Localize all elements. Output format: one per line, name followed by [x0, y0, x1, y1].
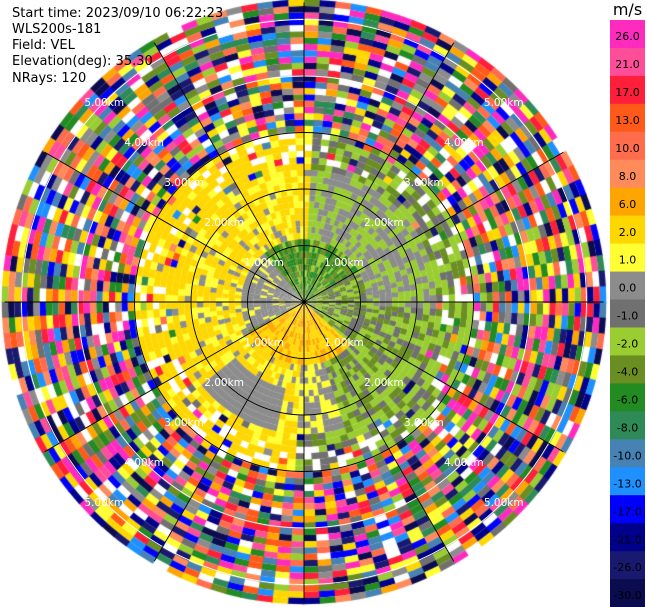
- colorbar-swatch: [610, 411, 645, 440]
- colorbar-swatch: [610, 187, 645, 217]
- ring-label: 1.00km: [324, 337, 364, 349]
- colorbar-swatch: [610, 75, 645, 105]
- ring-label: 5.00km: [84, 497, 124, 509]
- colorbar-swatch: [610, 131, 645, 161]
- colorbar-tick-label: 6.0: [619, 198, 637, 211]
- colorbar-tick-label: 21.0: [615, 58, 640, 71]
- colorbar-tick-label: -21.0: [613, 533, 641, 546]
- ring-label: 2.00km: [204, 377, 244, 389]
- colorbar-swatch: [610, 327, 645, 356]
- colorbar-swatch: [610, 523, 645, 552]
- azimuth-spoke-150: [44, 151, 564, 453]
- colorbar-swatch: [610, 551, 645, 580]
- ring-label: 3.00km: [404, 177, 444, 189]
- ring-label: 2.00km: [364, 377, 404, 389]
- colorbar-swatch: [610, 159, 645, 189]
- ring-label: 3.00km: [164, 177, 204, 189]
- colorbar-swatch: [610, 439, 645, 468]
- colorbar-swatch: [610, 103, 645, 133]
- colorbar-swatch: [610, 355, 645, 384]
- colorbar: 26.0 21.0 17.0 13.0 10.0 8.0 6.0 2.0 1.0 0.0 -1.0 -…: [610, 20, 645, 607]
- ring-label: 1.00km: [324, 257, 364, 269]
- ring-label: 3.00km: [164, 417, 204, 429]
- colorbar-swatch: [610, 215, 645, 245]
- colorbar-tick-label: 1.0: [619, 254, 637, 267]
- ring-label: 2.00km: [364, 217, 404, 229]
- colorbar-swatch: [610, 383, 645, 412]
- colorbar-tick-label: 13.0: [615, 114, 640, 127]
- ring-label: 1.00km: [244, 337, 284, 349]
- colorbar-swatch: [610, 467, 645, 496]
- colorbar-tick-label: -1.0: [617, 310, 638, 323]
- ring-label: 4.00km: [124, 457, 164, 469]
- colorbar-swatch: [610, 243, 645, 273]
- colorbar-tick-label: -13.0: [613, 477, 641, 490]
- ring-label: 5.00km: [484, 97, 524, 109]
- start-time-text: Start time: 2023/09/10 06:22:23: [12, 6, 224, 21]
- colorbar-tick-label: -8.0: [617, 421, 638, 434]
- ppi-overlay: 1.00km 1.00km 1.00km 1.00km 2.00km 2.00km 2.00…: [4, 2, 604, 602]
- station-name-text: WLS200s-181: [12, 22, 102, 37]
- colorbar-tick-label: -4.0: [617, 366, 638, 379]
- colorbar-swatch: [610, 299, 645, 328]
- colorbar-tick-label: 2.0: [619, 226, 637, 239]
- ring-label: 2.00km: [204, 217, 244, 229]
- colorbar-swatch: [610, 579, 645, 607]
- ring-label: 1.00km: [244, 257, 284, 269]
- colorbar-swatch: [610, 271, 645, 301]
- nrays-text: NRays: 120: [12, 71, 87, 86]
- colorbar-tick-label: 26.0: [615, 30, 640, 43]
- elevation-text: Elevation(deg): 35.30: [12, 54, 153, 69]
- ring-label: 4.00km: [444, 457, 484, 469]
- colorbar-swatch: [610, 47, 645, 77]
- colorbar-tick-label: -26.0: [613, 561, 641, 574]
- colorbar-tick-label: 8.0: [619, 170, 637, 183]
- ring-label: 5.00km: [484, 497, 524, 509]
- colorbar-tick-label: 17.0: [615, 86, 640, 99]
- colorbar-swatch: [610, 20, 645, 49]
- field-text: Field: VEL: [12, 38, 75, 53]
- colorbar-tick-label: 10.0: [615, 142, 640, 155]
- ring-label: 3.00km: [404, 417, 444, 429]
- colorbar-tick-label: 0.0: [619, 282, 637, 295]
- colorbar-tick-label: -2.0: [617, 338, 638, 351]
- ring-label: 5.00km: [84, 97, 124, 109]
- colorbar-swatch: [610, 495, 645, 524]
- ring-label: 4.00km: [444, 137, 484, 149]
- colorbar-title: m/s: [612, 0, 643, 19]
- colorbar-tick-label: -10.0: [613, 449, 641, 462]
- colorbar-tick-label: -30.0: [613, 589, 641, 602]
- colorbar-tick-label: -6.0: [617, 394, 638, 407]
- colorbar-tick-label: -17.0: [613, 505, 641, 518]
- ring-label: 4.00km: [124, 137, 164, 149]
